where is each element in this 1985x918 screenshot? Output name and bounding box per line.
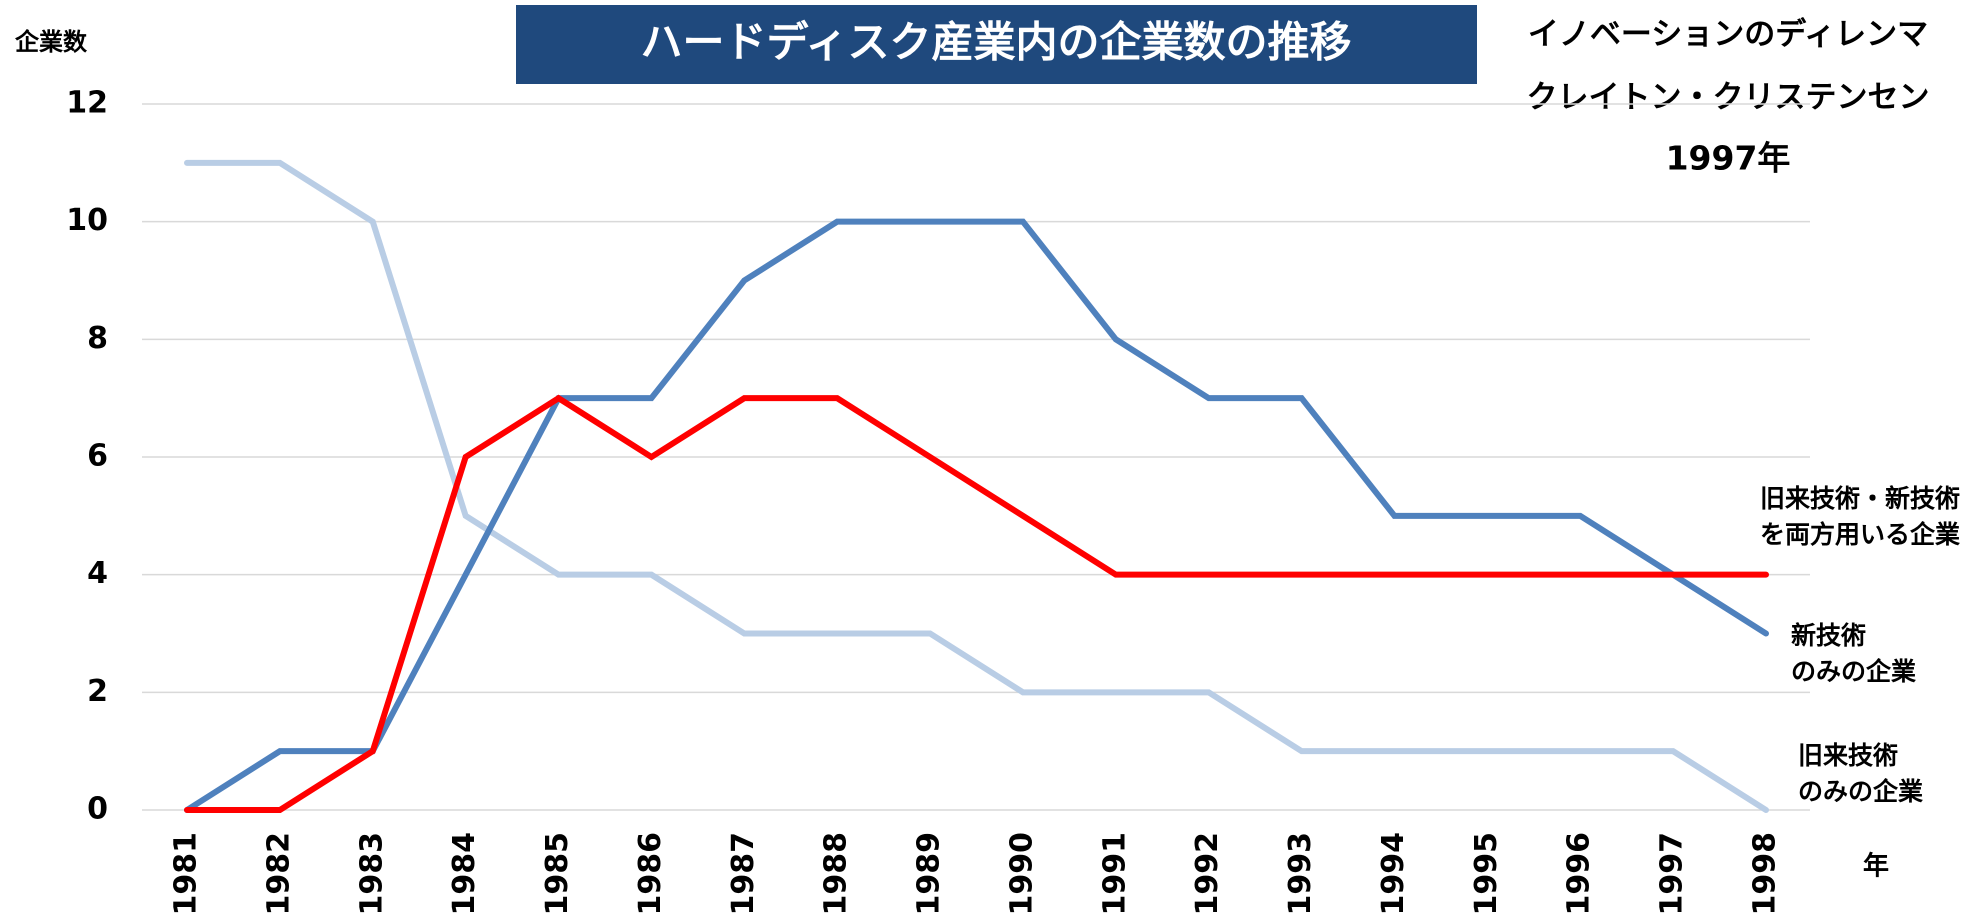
chart-title: ハードディスク産業内の企業数の推移 — [640, 18, 1351, 67]
y-tick-label: 4 — [87, 556, 108, 591]
x-tick-label: 1984 — [447, 832, 482, 916]
title-box — [516, 5, 1477, 84]
y-tick-label: 12 — [66, 86, 108, 121]
x-tick-label: 1994 — [1376, 832, 1411, 916]
series-line — [184, 218, 1769, 813]
series-line — [184, 159, 1769, 813]
y-tick-label: 0 — [87, 792, 108, 827]
y-tick-label: 10 — [66, 203, 108, 238]
annotation: クレイトン・クリステンセン — [1527, 80, 1930, 116]
x-axis-label: 年 — [1863, 851, 1889, 882]
series-label: 新技術 — [1791, 621, 1866, 650]
x-tick-label: 1989 — [912, 832, 947, 916]
series-label: 旧来技術 — [1798, 741, 1898, 770]
series-label: 旧来技術・新技術 — [1760, 484, 1960, 513]
series-label: のみの企業 — [1798, 777, 1923, 806]
series-label: を両方用いる企業 — [1760, 520, 1960, 549]
y-tick-label: 2 — [87, 674, 108, 709]
series-label: のみの企業 — [1791, 657, 1916, 686]
x-tick-label: 1993 — [1283, 832, 1318, 916]
x-tick-label: 1986 — [633, 832, 668, 916]
y-axis-label: 企業数 — [15, 28, 88, 56]
x-tick-label: 1995 — [1469, 832, 1504, 916]
x-tick-label: 1997 — [1655, 832, 1690, 916]
x-tick-label: 1985 — [540, 832, 575, 916]
x-tick-label: 1982 — [261, 832, 296, 916]
series-line — [184, 394, 1769, 813]
x-tick-label: 1987 — [726, 832, 761, 916]
y-tick-label: 8 — [87, 321, 108, 356]
x-tick-label: 1991 — [1097, 832, 1132, 916]
x-tick-label: 1992 — [1190, 832, 1225, 916]
x-tick-label: 1988 — [819, 832, 854, 916]
x-tick-label: 1990 — [1004, 832, 1039, 916]
y-tick-label: 6 — [87, 439, 108, 474]
annotation: イノベーションのディレンマ — [1528, 17, 1928, 53]
x-tick-label: 1983 — [354, 832, 389, 916]
x-tick-label: 1996 — [1562, 832, 1597, 916]
x-tick-label: 1981 — [169, 832, 204, 916]
x-tick-label: 1998 — [1748, 832, 1783, 916]
annotation: 1997年 — [1666, 139, 1791, 178]
